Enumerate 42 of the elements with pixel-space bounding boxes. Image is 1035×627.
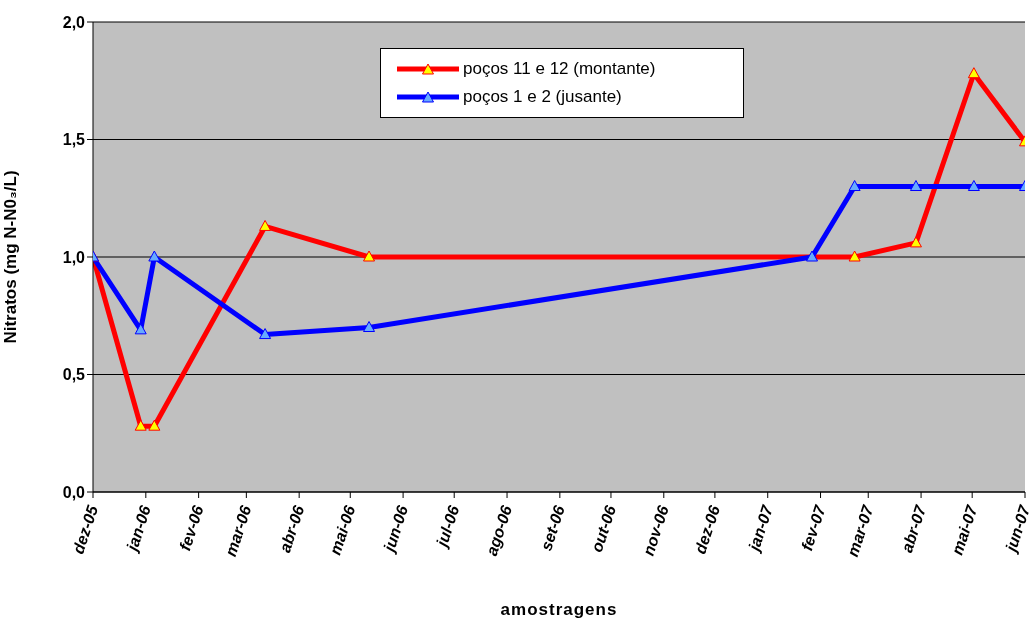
point	[134, 419, 147, 431]
point	[259, 219, 272, 231]
point	[363, 250, 376, 262]
point	[967, 67, 980, 79]
x-tick-label: abr-07	[898, 502, 930, 555]
y-tick-label: 2,0	[62, 13, 86, 31]
x-tick-label: nov-06	[639, 503, 672, 558]
x-tick-label: jan-06	[122, 503, 154, 555]
y-tick-label: 0,5	[62, 366, 86, 384]
x-axis-title: amostragens	[500, 600, 618, 619]
point	[848, 250, 861, 262]
legend-label: poços 11 e 12 (montante)	[463, 59, 656, 79]
y-tick-label: 1,0	[62, 248, 86, 266]
point	[967, 180, 980, 191]
point	[259, 328, 272, 340]
point	[806, 250, 819, 262]
x-tick-label: jun-07	[1001, 502, 1034, 556]
legend-label: poços 1 e 2 (jusante)	[463, 87, 622, 107]
x-tick-label: jun-06	[379, 503, 412, 556]
x-tick-label: ago-06	[483, 503, 516, 558]
x-tick-label: dez-06	[691, 503, 724, 556]
x-tick-label: dez-05	[69, 502, 102, 556]
x-tick-label: mar-06	[222, 503, 255, 559]
point	[363, 321, 376, 332]
y-axis-title: Nitratos (mg N-N0₃/L)	[1, 170, 21, 344]
x-tick-label: jul-06	[432, 503, 463, 551]
point	[909, 236, 922, 248]
y-tick-label: 0,0	[62, 483, 86, 501]
x-tick-label: fev-07	[798, 502, 829, 553]
x-tick-label: set-06	[537, 503, 568, 553]
point	[909, 180, 922, 191]
point	[848, 180, 861, 191]
point	[148, 419, 161, 431]
x-tick-label: out-06	[588, 503, 620, 555]
x-tick-label: mai-07	[948, 502, 981, 557]
x-tick-label: abr-06	[276, 503, 308, 555]
x-tick-label: fev-06	[176, 503, 207, 553]
x-tick-label: mar-07	[843, 502, 877, 559]
x-tick-label: jan-07	[744, 502, 777, 555]
x-tick-label: mai-06	[326, 503, 359, 557]
point	[134, 323, 147, 335]
y-tick-label: 1,5	[62, 131, 86, 149]
